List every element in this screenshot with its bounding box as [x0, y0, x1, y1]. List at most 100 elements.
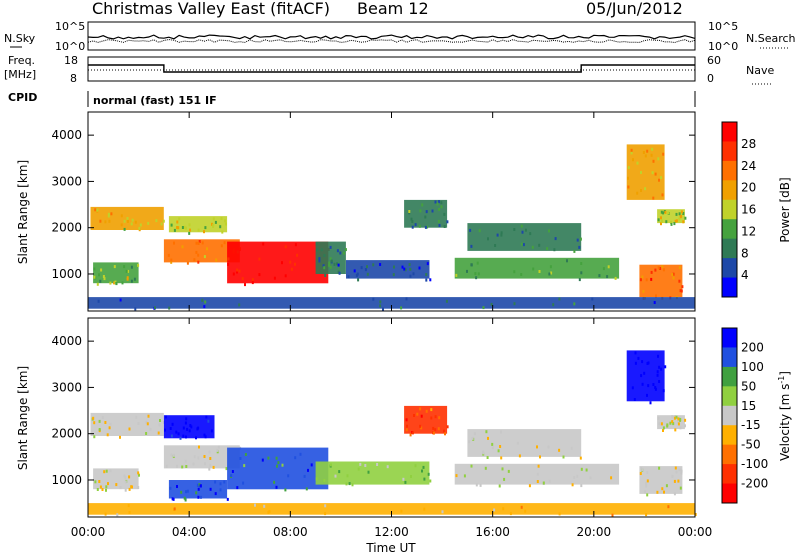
- heatmap-speckle: [654, 387, 657, 391]
- heatmap-speckle: [116, 513, 119, 517]
- heatmap-speckle: [199, 484, 202, 488]
- heatmap-speckle: [426, 262, 429, 266]
- x-tick-label: 00:00: [71, 525, 106, 539]
- heatmap-speckle: [236, 270, 238, 274]
- nsky-tick-bottom: 10^0: [55, 40, 85, 53]
- heatmap-speckle: [121, 281, 124, 285]
- heatmap-speckle: [640, 171, 642, 174]
- x-tick-label: 04:00: [172, 525, 207, 539]
- heatmap-speckle: [558, 297, 561, 301]
- heatmap-region: [404, 199, 448, 228]
- colorbar-tick-label: 12: [741, 224, 756, 238]
- colorbar-cell: [722, 141, 737, 162]
- heatmap-speckle: [520, 224, 523, 228]
- heatmap-speckle: [438, 207, 441, 211]
- heatmap-speckle: [193, 258, 196, 262]
- heatmap-speckle: [170, 223, 173, 227]
- heatmap-speckle: [641, 468, 644, 471]
- heatmap-speckle: [675, 415, 678, 419]
- heatmap-speckle: [126, 219, 129, 223]
- heatmap-speckle: [680, 469, 683, 473]
- heatmap-speckle: [578, 245, 581, 249]
- heatmap-speckle: [421, 203, 424, 207]
- heatmap-speckle: [662, 426, 665, 430]
- heatmap-speckle: [227, 262, 230, 266]
- heatmap-speckle: [120, 223, 123, 227]
- heatmap-speckle: [96, 282, 99, 286]
- heatmap-speckle: [654, 172, 657, 176]
- heatmap-speckle: [576, 474, 579, 478]
- heatmap-speckle: [640, 374, 643, 378]
- nsearch-tick-bottom: 10^0: [708, 40, 738, 53]
- heatmap-speckle: [589, 476, 592, 480]
- heatmap-speckle: [99, 485, 102, 489]
- heatmap-speckle: [185, 417, 188, 421]
- heatmap-speckle: [475, 483, 478, 487]
- colorbar-cell: [722, 464, 737, 485]
- heatmap-speckle: [446, 425, 449, 429]
- heatmap-speckle: [553, 248, 556, 252]
- heatmap-speckle: [217, 445, 220, 449]
- heatmap-speckle: [203, 433, 206, 437]
- heatmap-speckle: [197, 242, 200, 245]
- heatmap-speckle: [639, 472, 642, 475]
- heatmap-speckle: [281, 261, 283, 265]
- heatmap-speckle: [660, 367, 663, 371]
- heatmap-speckle: [227, 257, 230, 261]
- heatmap-speckle: [674, 466, 677, 470]
- heatmap-speckle: [418, 266, 421, 270]
- heatmap-speckle: [651, 171, 654, 175]
- heatmap-speckle: [192, 462, 195, 466]
- heatmap-region: [454, 257, 620, 279]
- heatmap-speckle: [329, 257, 332, 261]
- x-tick-label: 08:00: [273, 525, 308, 539]
- heatmap-speckle: [138, 473, 140, 477]
- heatmap-speckle: [411, 431, 414, 435]
- nsky-tick-top: 10^5: [55, 20, 85, 33]
- nsky-trace: [87, 34, 696, 40]
- heatmap-speckle: [661, 265, 664, 269]
- heatmap-speckle: [640, 189, 642, 192]
- freq-label-line2: [MHz]: [4, 68, 36, 81]
- heatmap-speckle: [657, 354, 659, 358]
- heatmap-speckle: [103, 277, 106, 281]
- colorbar-cell: [722, 444, 737, 465]
- heatmap-speckle: [672, 422, 675, 426]
- colorbar-tick-label: -100: [741, 457, 768, 471]
- heatmap-speckle: [662, 211, 665, 215]
- heatmap-speckle: [645, 481, 648, 485]
- heatmap-speckle: [130, 222, 133, 226]
- heatmap-speckle: [549, 265, 552, 269]
- heatmap-speckle: [214, 220, 217, 224]
- heatmap-speckle: [232, 272, 235, 276]
- freq-strip: Freq. [MHz] 18 8 60 0 Nave: [4, 54, 774, 85]
- heatmap-speckle: [682, 212, 685, 215]
- heatmap-speckle: [268, 510, 271, 514]
- heatmap-speckle: [241, 277, 244, 281]
- heatmap-speckle: [328, 261, 331, 265]
- heatmap-speckle: [182, 426, 185, 430]
- heatmap-speckle: [409, 267, 412, 271]
- heatmap-region: [626, 350, 665, 402]
- velocity-panel: 1000 2000 3000 4000 Slant Range [km]: [16, 317, 697, 518]
- heatmap-speckle: [419, 424, 422, 428]
- heatmap-speckle: [419, 209, 422, 213]
- heatmap-speckle: [337, 263, 340, 267]
- heatmap-speckle: [646, 149, 649, 153]
- heatmap-speckle: [658, 380, 661, 383]
- heatmap-speckle: [649, 401, 652, 405]
- heatmap-speckle: [98, 480, 101, 483]
- heatmap-speckle: [178, 217, 181, 221]
- heatmap-speckle: [165, 464, 168, 468]
- heatmap-speckle: [538, 243, 541, 247]
- heatmap-speckle: [176, 485, 178, 488]
- heatmap-speckle: [196, 427, 199, 431]
- heatmap-speckle: [497, 449, 500, 453]
- heatmap-speckle: [214, 492, 217, 496]
- heatmap-speckle: [487, 237, 489, 241]
- heatmap-speckle: [463, 474, 466, 478]
- heatmap-speckle: [110, 212, 113, 216]
- heatmap-speckle: [670, 222, 673, 226]
- heatmap-speckle: [416, 412, 419, 416]
- heatmap-speckle: [485, 430, 488, 434]
